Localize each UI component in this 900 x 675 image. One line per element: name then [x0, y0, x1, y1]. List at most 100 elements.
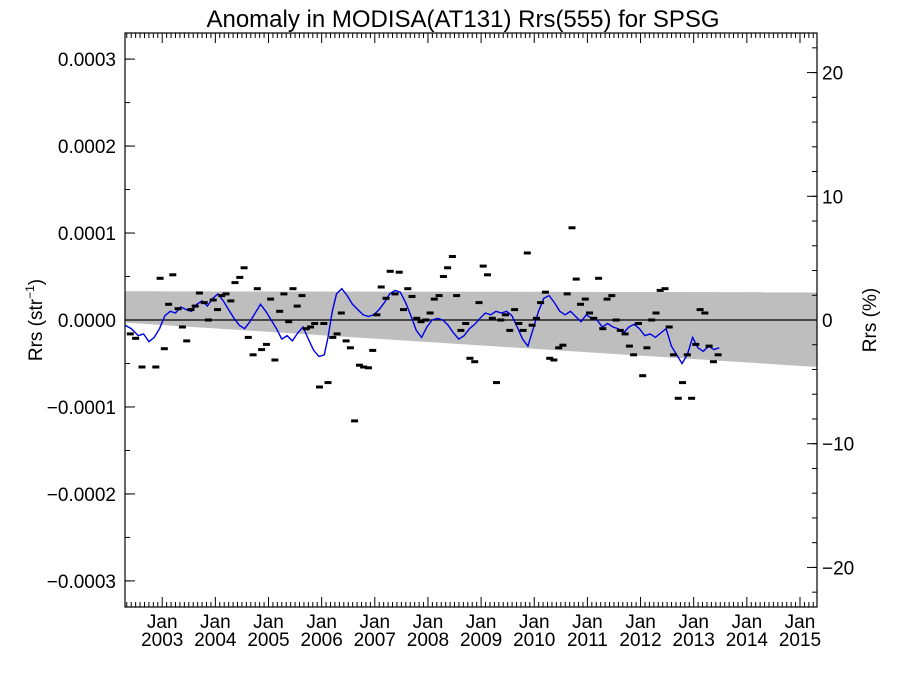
monthly-point [346, 346, 354, 350]
left-axis-label-close: ) [26, 279, 47, 285]
monthly-point [324, 381, 332, 385]
monthly-point [616, 328, 624, 332]
left-tick-label: 0.0002 [58, 137, 116, 158]
monthly-point [555, 346, 563, 350]
monthly-point [709, 360, 717, 364]
monthly-point [316, 385, 323, 389]
monthly-point [648, 318, 656, 322]
right-tick-label: 20 [822, 64, 843, 85]
monthly-point [462, 322, 470, 325]
monthly-point [209, 298, 217, 302]
right-tick-label: 10 [822, 187, 843, 208]
monthly-point [200, 301, 208, 305]
monthly-point [355, 363, 363, 367]
monthly-point [590, 316, 598, 320]
monthly-point [457, 328, 465, 332]
monthly-point [546, 356, 554, 360]
monthly-point [661, 287, 669, 291]
monthly-point [236, 275, 244, 279]
monthly-point [204, 318, 212, 322]
right-tick-label: −20 [822, 558, 854, 579]
monthly-point [258, 348, 266, 352]
monthly-point [244, 335, 252, 339]
x-tick-year: 2013 [673, 630, 715, 651]
monthly-point [271, 358, 279, 362]
monthly-point [276, 309, 284, 313]
monthly-point [253, 287, 261, 291]
monthly-point [307, 325, 314, 329]
monthly-point [674, 396, 682, 400]
monthly-point [285, 320, 293, 324]
monthly-point [214, 308, 221, 312]
monthly-point [448, 255, 456, 258]
monthly-point [639, 374, 647, 378]
monthly-point [169, 273, 177, 277]
monthly-point [165, 302, 173, 306]
monthly-points-layer [126, 226, 722, 423]
monthly-point [227, 299, 235, 303]
monthly-point [656, 288, 664, 292]
monthly-point [568, 226, 576, 230]
monthly-point [608, 294, 616, 298]
monthly-point [152, 365, 160, 369]
right-tick-label: 0 [822, 311, 833, 332]
monthly-point [511, 308, 519, 312]
monthly-point [302, 327, 310, 331]
monthly-point [599, 327, 607, 331]
monthly-point [493, 381, 500, 385]
x-tick-year: 2008 [407, 630, 449, 651]
monthly-point [541, 290, 549, 294]
monthly-point [692, 342, 700, 346]
monthly-point [537, 301, 545, 305]
monthly-point [572, 277, 580, 281]
x-tick-month: Jan [785, 612, 816, 633]
monthly-point [621, 332, 629, 336]
monthly-point [320, 322, 328, 325]
monthly-point [643, 346, 651, 350]
monthly-point [156, 276, 164, 280]
monthly-point [453, 294, 461, 298]
x-tick-month: Jan [625, 612, 656, 633]
monthly-point [528, 323, 536, 327]
x-tick-year: 2009 [460, 630, 502, 651]
monthly-point [138, 365, 146, 369]
monthly-point [430, 297, 438, 301]
x-axis-ticks: Jan2003Jan2004Jan2005Jan2006Jan2007Jan20… [126, 33, 821, 651]
x-tick-month: Jan [200, 612, 231, 633]
monthly-point [652, 311, 660, 315]
monthly-point [630, 353, 638, 357]
monthly-point [426, 311, 434, 315]
monthly-point [688, 396, 696, 400]
monthly-point [665, 325, 673, 329]
monthly-point [337, 311, 345, 315]
x-tick-year: 2011 [567, 630, 608, 651]
uncertainty-band-layer [125, 291, 817, 367]
monthly-point [519, 328, 527, 332]
left-tick-label: −0.0002 [47, 485, 116, 506]
chart-title: Anomaly in MODISA(AT131) Rrs(555) for SP… [206, 6, 719, 33]
monthly-point [280, 292, 288, 296]
monthly-point [595, 276, 603, 280]
right-tick-label: −10 [822, 435, 854, 456]
monthly-point [679, 381, 686, 385]
monthly-point [132, 336, 140, 340]
monthly-point [311, 322, 319, 325]
left-tick-label: 0.0001 [58, 224, 116, 245]
monthly-point [475, 301, 483, 305]
monthly-point [670, 353, 677, 357]
monthly-point [634, 322, 642, 325]
monthly-point [559, 343, 567, 347]
x-tick-year: 2004 [194, 630, 237, 651]
monthly-point [126, 332, 134, 336]
monthly-point [515, 322, 523, 325]
monthly-point [187, 308, 195, 312]
monthly-point [160, 347, 168, 351]
left-axis-ticks: 0.0003 0.0002 0.0001 0.0000 −0.0001 −0.0002 −0… [47, 50, 135, 593]
x-tick-month: Jan [519, 612, 550, 633]
monthly-point [696, 308, 704, 312]
monthly-point [683, 353, 691, 357]
monthly-point [262, 342, 270, 346]
monthly-point [506, 328, 514, 332]
x-tick-year: 2003 [141, 630, 183, 651]
